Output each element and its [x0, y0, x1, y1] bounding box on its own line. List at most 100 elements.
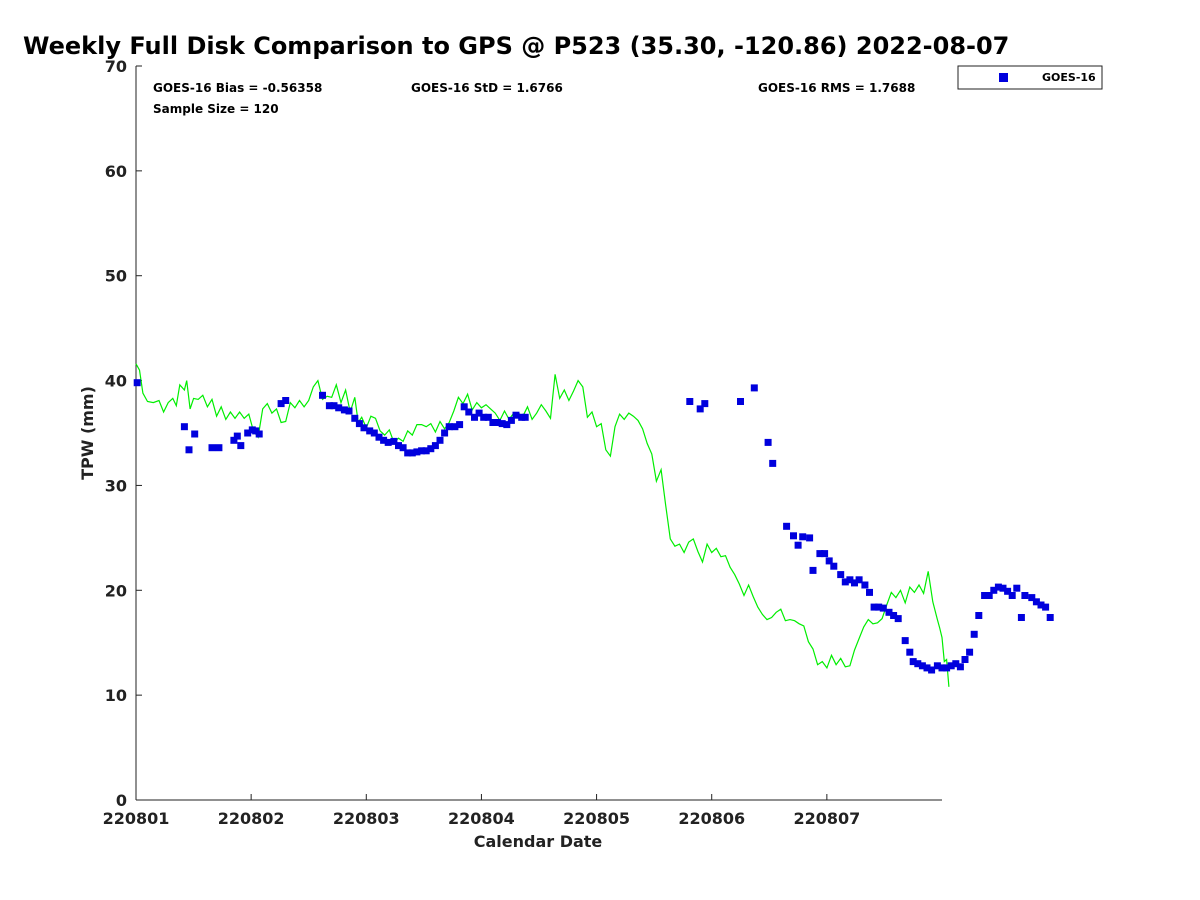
- x-tick-label: 220802: [218, 809, 285, 828]
- data-point-goes-16: [816, 550, 824, 558]
- data-point-goes-16: [947, 662, 955, 670]
- data-point-goes-16: [783, 522, 791, 530]
- data-point-goes-16: [282, 397, 290, 404]
- data-point-goes-16: [445, 423, 453, 431]
- y-tick-label: 40: [105, 372, 127, 391]
- data-point-goes-16: [366, 427, 374, 435]
- data-point-goes-16: [475, 409, 483, 417]
- legend-marker-goes-16: [999, 73, 1008, 82]
- stat-std: GOES-16 StD = 1.6766: [411, 81, 563, 95]
- data-point-goes-16: [1004, 587, 1012, 595]
- data-point-goes-16: [806, 534, 814, 542]
- data-point-goes-16: [436, 436, 444, 444]
- y-tick-label: 0: [116, 791, 127, 810]
- data-point-goes-16: [215, 444, 223, 452]
- data-point-goes-16: [825, 557, 833, 565]
- series-line-gps: [135, 363, 950, 687]
- data-point-goes-16: [837, 571, 845, 579]
- data-point-goes-16: [975, 612, 983, 619]
- data-point-goes-16: [906, 648, 914, 656]
- data-point-goes-16: [999, 584, 1007, 592]
- data-point-goes-16: [521, 413, 529, 421]
- data-point-goes-16: [894, 615, 902, 623]
- data-point-goes-16: [413, 448, 421, 456]
- data-point-goes-16: [351, 414, 359, 422]
- data-point-goes-16: [1017, 614, 1025, 621]
- x-tick-label: 220803: [333, 809, 400, 828]
- data-point-goes-16: [750, 384, 758, 392]
- data-point-goes-16: [191, 430, 199, 438]
- data-point-goes-16: [233, 432, 241, 440]
- data-point-goes-16: [395, 442, 402, 450]
- data-point-goes-16: [737, 398, 744, 405]
- x-tick-label: 220807: [793, 809, 860, 828]
- y-axis-label: TPW (mm): [78, 386, 97, 480]
- data-point-goes-16: [319, 391, 326, 399]
- data-point-goes-16: [441, 429, 449, 437]
- stat-sample-size: Sample Size = 120: [153, 102, 279, 116]
- data-point-goes-16: [456, 421, 464, 429]
- data-point-goes-16: [512, 411, 520, 419]
- data-point-goes-16: [399, 444, 407, 452]
- data-point-goes-16: [380, 436, 388, 444]
- data-point-goes-16: [875, 603, 883, 611]
- data-point-goes-16: [471, 413, 478, 421]
- data-point-goes-16: [465, 408, 473, 416]
- data-point-goes-16: [686, 398, 694, 405]
- data-point-goes-16: [923, 664, 931, 672]
- data-point-goes-16: [345, 407, 353, 415]
- data-point-goes-16: [933, 662, 941, 670]
- x-tick-label: 220806: [678, 809, 745, 828]
- data-point-goes-16: [237, 442, 245, 450]
- data-point-goes-16: [866, 588, 873, 596]
- data-point-goes-16: [701, 400, 709, 408]
- data-point-goes-16: [918, 662, 926, 670]
- data-point-goes-16: [966, 648, 974, 656]
- data-point-goes-16: [994, 583, 1002, 591]
- data-point-goes-16: [696, 405, 704, 413]
- data-point-goes-16: [384, 438, 392, 446]
- y-tick-label: 10: [105, 686, 127, 705]
- data-point-goes-16: [790, 532, 797, 540]
- data-point-goes-16: [855, 576, 863, 584]
- data-point-goes-16: [890, 612, 898, 619]
- data-point-goes-16: [1046, 614, 1054, 621]
- y-tick-label: 20: [105, 581, 127, 600]
- y-tick-label: 60: [105, 162, 127, 181]
- data-point-goes-16: [1013, 584, 1021, 592]
- data-point-goes-16: [952, 660, 960, 668]
- y-ticks: 0 10 20 30 40 50 60 70: [105, 57, 142, 810]
- x-ticks: 220801 220802 220803 220804 220805 220806 2208…: [103, 794, 860, 828]
- data-point-goes-16: [909, 658, 917, 666]
- data-point-goes-16: [1042, 603, 1050, 611]
- data-point-goes-16: [480, 413, 488, 421]
- data-point-goes-16: [404, 449, 412, 457]
- data-point-goes-16: [418, 447, 426, 455]
- data-point-goes-16: [422, 447, 430, 455]
- data-point-goes-16: [861, 581, 869, 589]
- data-point-goes-16: [970, 630, 978, 638]
- data-point-goes-16: [990, 586, 998, 594]
- data-point-goes-16: [1037, 601, 1045, 609]
- data-point-goes-16: [180, 423, 188, 431]
- data-point-goes-16: [360, 424, 368, 432]
- data-point-goes-16: [370, 429, 378, 437]
- data-point-goes-16: [961, 656, 969, 663]
- data-point-goes-16: [503, 421, 511, 429]
- data-point-goes-16: [938, 664, 946, 672]
- data-point-goes-16: [255, 430, 263, 438]
- data-point-goes-16: [1032, 598, 1040, 606]
- data-point-goes-16: [985, 592, 993, 599]
- series-points-goes-16: [133, 379, 1054, 674]
- data-point-goes-16: [794, 541, 802, 549]
- data-point-goes-16: [799, 533, 807, 541]
- legend: GOES-16: [957, 65, 1103, 90]
- data-point-goes-16: [230, 436, 238, 444]
- data-point-goes-16: [390, 437, 398, 445]
- data-point-goes-16: [484, 413, 492, 421]
- data-point-goes-16: [489, 419, 497, 426]
- data-point-goes-16: [956, 663, 964, 671]
- data-point-goes-16: [846, 576, 854, 584]
- stat-rms: GOES-16 RMS = 1.7688: [758, 81, 915, 95]
